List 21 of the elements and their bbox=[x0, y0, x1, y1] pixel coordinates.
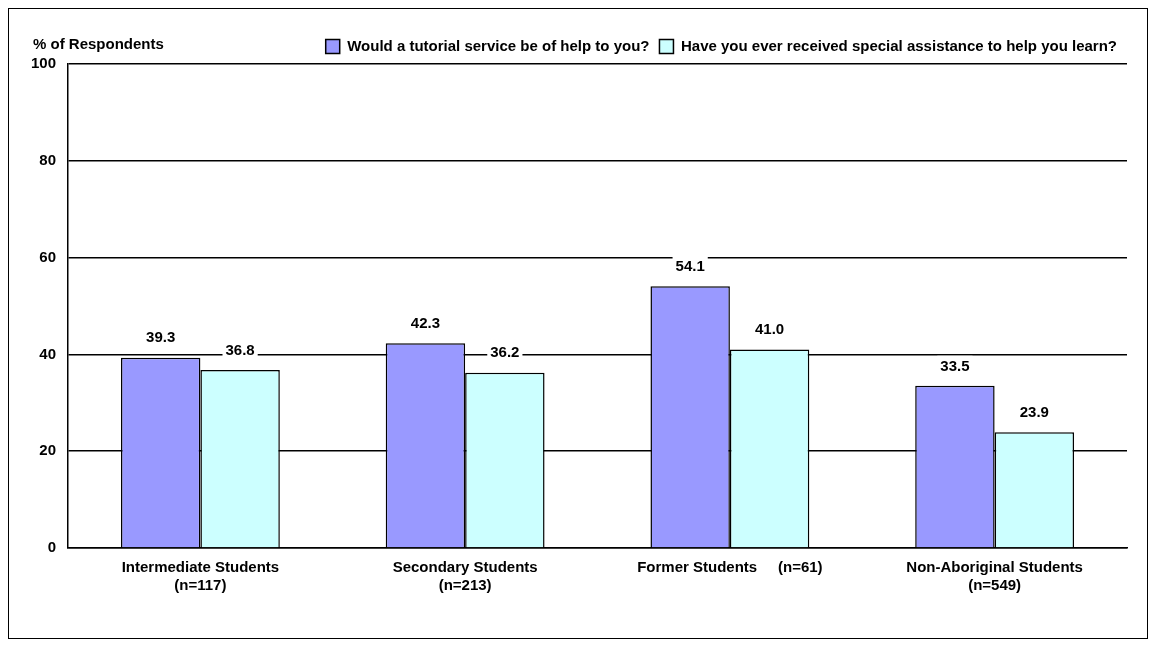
y-tick-label: 80 bbox=[39, 150, 57, 168]
data-label: 41.0 bbox=[754, 320, 785, 338]
legend-label: Have you ever received special assistance to help you learn? bbox=[680, 36, 1118, 54]
data-label: 36.8 bbox=[225, 340, 255, 358]
x-tick-label: Non-Aboriginal Students (n=549) bbox=[906, 558, 1083, 594]
data-label: 36.2 bbox=[490, 343, 520, 361]
data-label: 42.3 bbox=[410, 313, 441, 331]
y-tick-label: 0 bbox=[47, 538, 57, 556]
y-tick-label: 20 bbox=[39, 441, 57, 459]
x-tick-label: Former Students (n=61) bbox=[637, 558, 823, 576]
data-label: 33.5 bbox=[940, 356, 970, 374]
x-tick-label: Secondary Students (n=213) bbox=[392, 558, 538, 594]
y-tick-label: 100 bbox=[31, 54, 57, 72]
y-tick-label: 40 bbox=[39, 344, 57, 362]
data-label: 39.3 bbox=[146, 328, 176, 346]
y-tick-label: 60 bbox=[39, 247, 57, 265]
y-axis-title: % of Respondents bbox=[33, 34, 164, 52]
data-label: 54.1 bbox=[675, 256, 705, 274]
x-tick-label: Intermediate Students (n=117) bbox=[121, 558, 280, 594]
legend-label: Would a tutorial service be of help to you? bbox=[347, 36, 650, 54]
data-label: 23.9 bbox=[1019, 402, 1049, 420]
